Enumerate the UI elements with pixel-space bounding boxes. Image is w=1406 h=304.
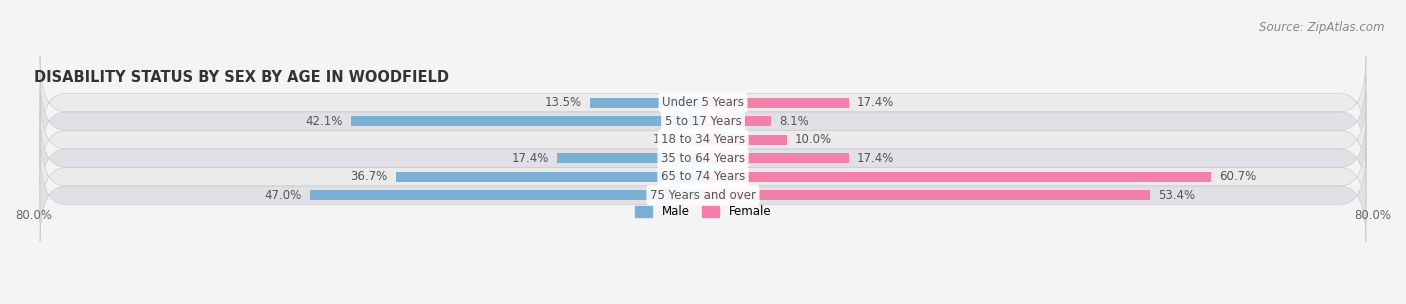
FancyBboxPatch shape	[39, 149, 1367, 242]
Text: 65 to 74 Years: 65 to 74 Years	[661, 170, 745, 183]
Text: 1.5%: 1.5%	[652, 133, 682, 146]
Text: 60.7%: 60.7%	[1219, 170, 1257, 183]
Text: 17.4%: 17.4%	[512, 152, 548, 165]
Text: 36.7%: 36.7%	[350, 170, 388, 183]
Text: 75 Years and over: 75 Years and over	[650, 189, 756, 202]
Text: 8.1%: 8.1%	[779, 115, 808, 128]
Text: 13.5%: 13.5%	[544, 96, 582, 109]
FancyBboxPatch shape	[39, 93, 1367, 186]
FancyBboxPatch shape	[39, 75, 1367, 168]
Bar	[690, 135, 703, 145]
Bar	[309, 190, 703, 200]
Bar	[703, 116, 770, 126]
Bar	[703, 98, 849, 108]
Text: 10.0%: 10.0%	[794, 133, 832, 146]
Text: 17.4%: 17.4%	[858, 152, 894, 165]
Bar	[703, 135, 787, 145]
Bar	[396, 172, 703, 182]
Bar	[703, 190, 1150, 200]
Text: DISABILITY STATUS BY SEX BY AGE IN WOODFIELD: DISABILITY STATUS BY SEX BY AGE IN WOODF…	[34, 70, 449, 85]
Text: 47.0%: 47.0%	[264, 189, 301, 202]
FancyBboxPatch shape	[39, 56, 1367, 149]
FancyBboxPatch shape	[39, 112, 1367, 205]
Bar	[703, 172, 1211, 182]
Legend: Male, Female: Male, Female	[630, 201, 776, 223]
Bar	[350, 116, 703, 126]
Text: Under 5 Years: Under 5 Years	[662, 96, 744, 109]
Text: 18 to 34 Years: 18 to 34 Years	[661, 133, 745, 146]
Text: 42.1%: 42.1%	[305, 115, 342, 128]
Text: Source: ZipAtlas.com: Source: ZipAtlas.com	[1260, 21, 1385, 34]
Bar	[591, 98, 703, 108]
Bar	[703, 153, 849, 163]
Text: 17.4%: 17.4%	[858, 96, 894, 109]
FancyBboxPatch shape	[39, 130, 1367, 223]
Text: 5 to 17 Years: 5 to 17 Years	[665, 115, 741, 128]
Text: 53.4%: 53.4%	[1159, 189, 1195, 202]
Text: 35 to 64 Years: 35 to 64 Years	[661, 152, 745, 165]
Bar	[557, 153, 703, 163]
